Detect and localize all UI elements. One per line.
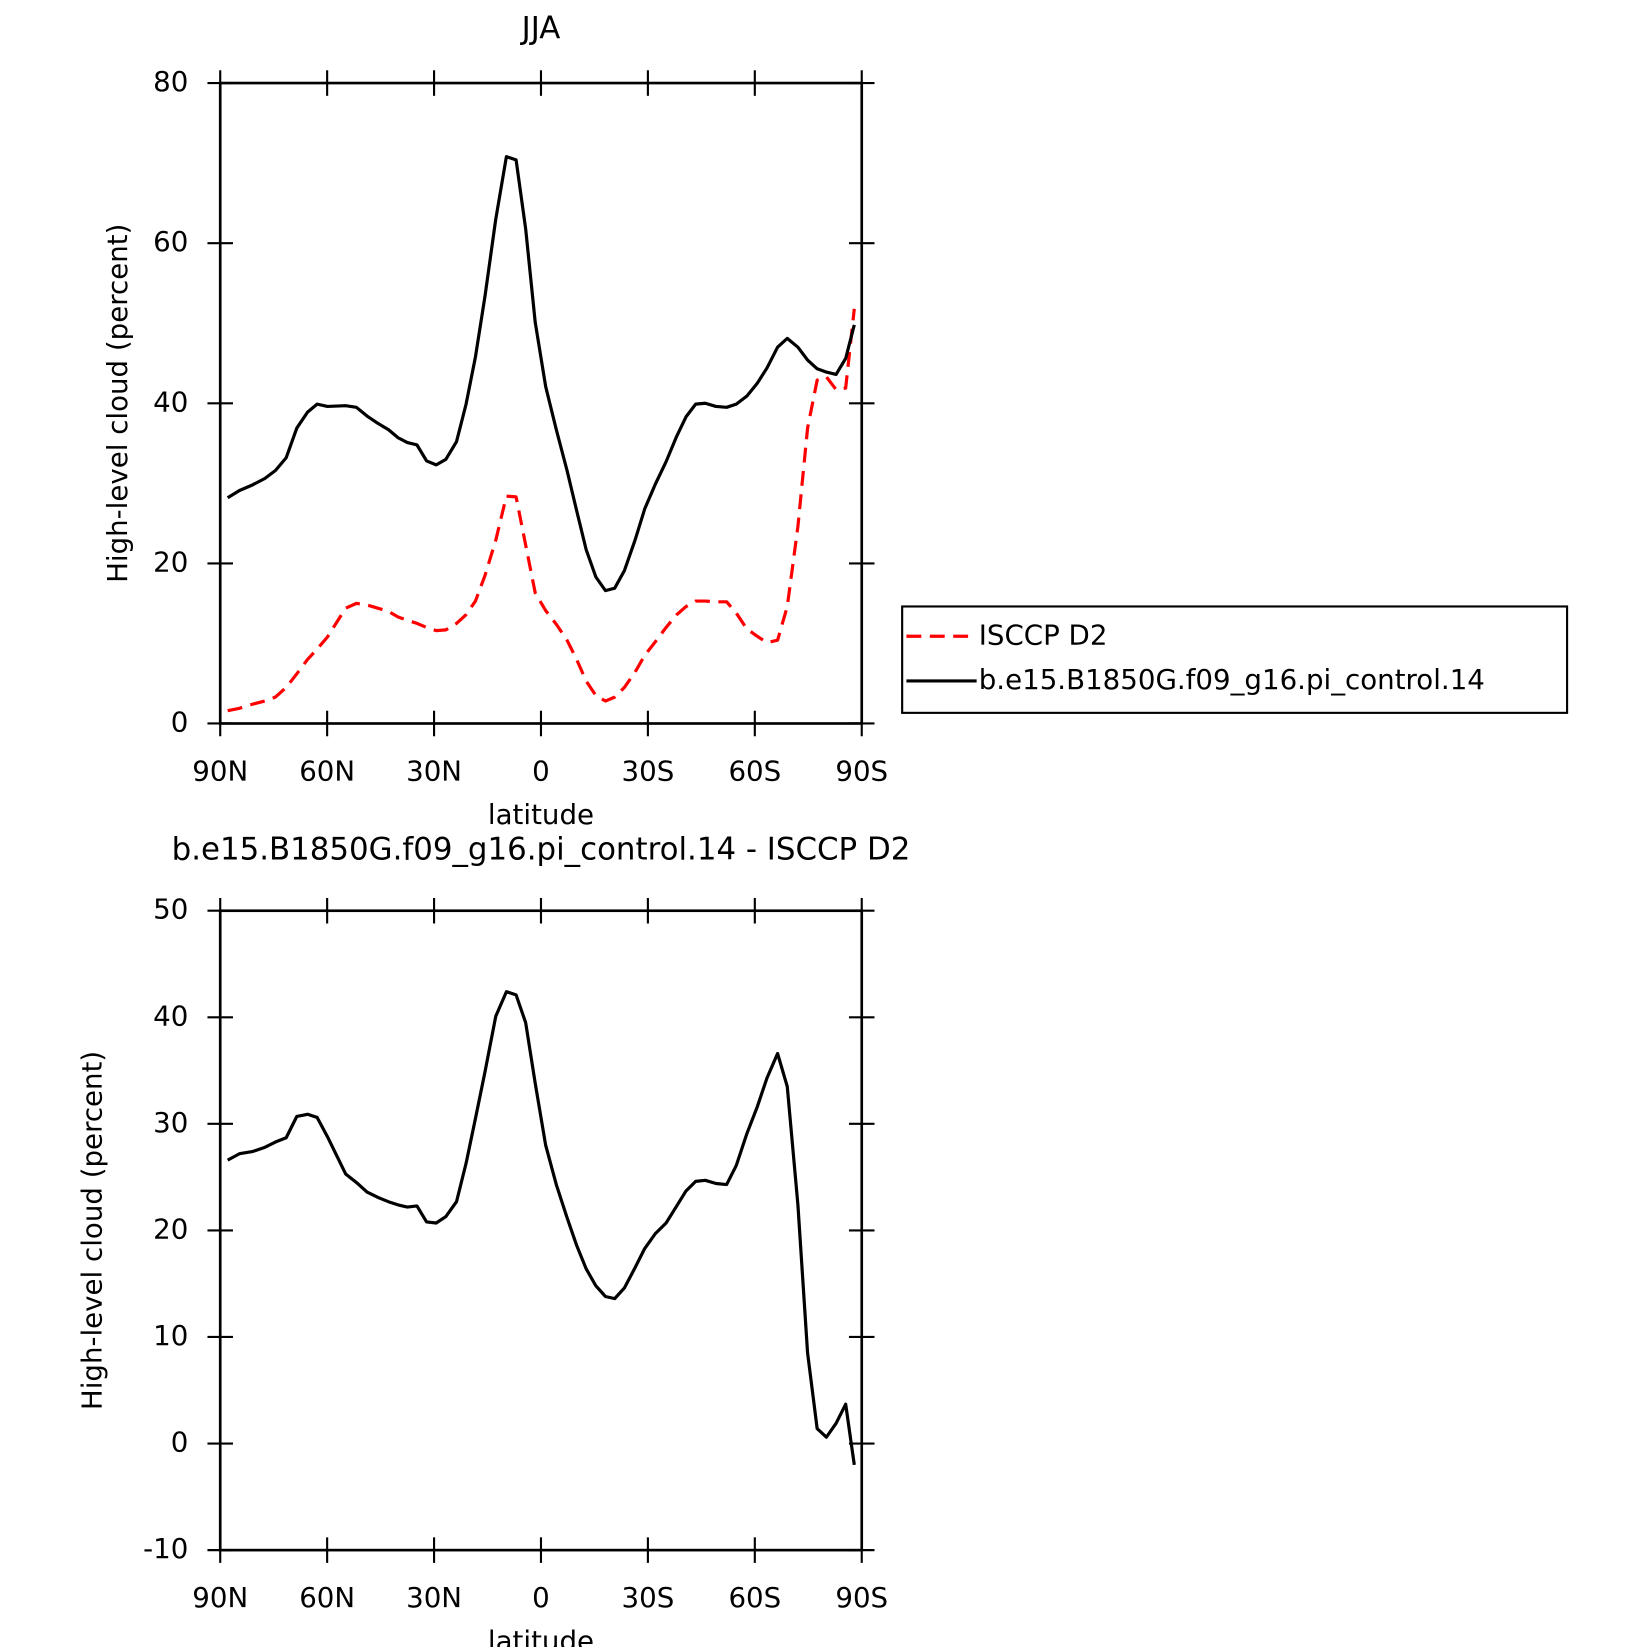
x-tick-label: 30N xyxy=(406,754,462,787)
x-tick-label: 60S xyxy=(728,1581,781,1614)
legend-label: b.e15.B1850G.f09_g16.pi_control.14 xyxy=(979,663,1485,696)
data-line xyxy=(226,155,856,593)
x-tick-label: 60S xyxy=(728,754,781,787)
y-tick-label: 40 xyxy=(153,999,188,1032)
x-tick-label: 60N xyxy=(299,1581,355,1614)
x-tick-label: 90S xyxy=(835,1581,888,1614)
x-tick-label: 90N xyxy=(192,754,248,787)
x-tick-label: 90S xyxy=(835,754,888,787)
y-tick-label: -10 xyxy=(143,1532,188,1565)
y-tick-label: 30 xyxy=(153,1106,188,1139)
y-tick-label: 60 xyxy=(153,225,188,258)
y-axis-label: High-level cloud (percent) xyxy=(76,1051,109,1410)
x-tick-label: 30S xyxy=(622,1581,675,1614)
x-tick-label: 30S xyxy=(622,754,675,787)
y-tick-label: 0 xyxy=(171,705,189,738)
legend-label: ISCCP D2 xyxy=(979,618,1108,651)
plot-frame xyxy=(218,909,864,1552)
y-tick-label: 20 xyxy=(153,545,188,578)
y-tick-label: 0 xyxy=(171,1426,189,1459)
chart-title: b.e15.B1850G.f09_g16.pi_control.14 - ISC… xyxy=(172,832,911,868)
y-tick-label: 40 xyxy=(153,385,188,418)
y-tick-label: 20 xyxy=(153,1212,188,1245)
x-tick-label: 0 xyxy=(532,754,550,787)
x-tick-label: 0 xyxy=(532,1581,550,1614)
x-axis-label: latitude xyxy=(488,798,594,831)
x-tick-label: 60N xyxy=(299,754,355,787)
x-tick-label: 90N xyxy=(192,1581,248,1614)
chart-title: JJA xyxy=(520,10,561,46)
data-line xyxy=(227,308,856,713)
x-tick-label: 30N xyxy=(406,1581,462,1614)
y-tick-label: 80 xyxy=(153,65,188,98)
y-tick-label: 50 xyxy=(153,893,188,926)
x-axis-label: latitude xyxy=(488,1625,594,1647)
data-line xyxy=(226,990,856,1466)
y-tick-label: 10 xyxy=(153,1319,188,1352)
y-axis-label: High-level cloud (percent) xyxy=(101,224,134,583)
legend-box xyxy=(901,605,1569,714)
